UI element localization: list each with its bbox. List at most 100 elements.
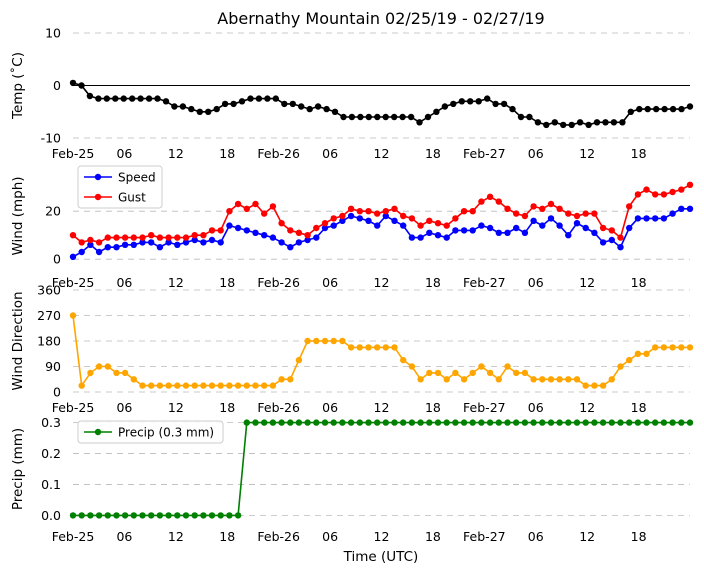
wind-xtick-label: Feb-26 (257, 275, 300, 290)
temp-data-point (391, 113, 398, 121)
direction-data-point (104, 363, 112, 370)
precip-data-point (139, 512, 146, 519)
precip-data-point (634, 419, 642, 426)
wind-data-point (243, 205, 250, 212)
temp-data-point (560, 121, 567, 129)
precip-data-point (408, 419, 416, 426)
direction-data-point (634, 350, 642, 357)
wind-data-point (208, 227, 216, 234)
wind-data-point (287, 227, 294, 234)
wind-ytick-label: 0 (53, 252, 61, 267)
direction-data-point (617, 363, 624, 370)
direction-xtick-label: 12 (579, 400, 595, 415)
precip-data-point (486, 419, 494, 426)
precip-data-point (608, 419, 615, 426)
wind-data-point (443, 234, 450, 241)
direction-ytick-label: 0 (53, 385, 61, 400)
direction-xtick-label: 12 (374, 400, 390, 415)
wind-data-point (513, 224, 520, 232)
wind-data-point (530, 203, 537, 210)
wind-data-point (287, 244, 294, 251)
wind-data-point (565, 210, 572, 217)
temp-data-point (678, 105, 685, 113)
wind-data-point (121, 241, 129, 248)
direction-data-point (469, 369, 476, 377)
wind-panel: 0 20 Wind (mph) Feb-25 06 12 18 Feb-26 06 12 18 Feb… (10, 165, 694, 290)
wind-data-point (69, 232, 77, 239)
precip-xtick-label: Feb-27 (463, 529, 506, 544)
temp-data-point (348, 113, 356, 121)
wind-data-point (95, 248, 103, 256)
precip-data-point (95, 512, 103, 519)
temp-data-point (653, 105, 660, 113)
direction-data-point (478, 363, 485, 370)
wind-data-point (95, 239, 103, 246)
direction-data-point (382, 344, 389, 351)
wind-xtick-label: 06 (116, 275, 132, 290)
precip-data-point (478, 419, 485, 426)
direction-y-axis-label: Wind Direction (10, 291, 26, 390)
precip-data-point (295, 419, 303, 426)
direction-data-point (191, 382, 198, 389)
wind-data-point (417, 234, 424, 241)
precip-data-point (626, 419, 633, 426)
wind-data-point (330, 222, 337, 229)
wind-legend-label: Gust (118, 191, 146, 205)
wind-data-point (504, 205, 511, 212)
direction-data-point (599, 382, 607, 389)
precip-data-point (556, 419, 563, 426)
temp-data-point (162, 98, 170, 105)
precip-data-point (391, 419, 398, 426)
wind-data-point (182, 239, 190, 246)
precip-data-point (217, 512, 224, 519)
direction-data-point (95, 363, 103, 370)
wind-data-point (417, 222, 424, 229)
precip-data-point (660, 419, 668, 426)
temp-xtick-label: Feb-25 (52, 146, 95, 161)
wind-data-point (547, 215, 555, 222)
precip-xtick-label: 12 (374, 529, 390, 544)
precip-data-point (573, 419, 581, 426)
wind-data-point (69, 253, 77, 260)
wind-data-point (226, 222, 233, 229)
temp-data-point (568, 121, 575, 129)
direction-xtick-label: 12 (168, 400, 184, 415)
wind-data-point (269, 203, 277, 210)
wind-data-point (547, 200, 555, 208)
wind-data-point (452, 227, 459, 234)
wind-xtick-label: 18 (631, 275, 647, 290)
wind-data-point (660, 191, 668, 198)
wind-data-point (573, 220, 581, 227)
temp-data-point (69, 79, 77, 87)
temp-data-point (103, 95, 111, 102)
temp-data-point (619, 119, 626, 126)
wind-data-point (539, 205, 546, 212)
wind-data-point (452, 215, 459, 222)
precip-panel: 0.0 0.1 0.2 0.3 Precip (mm) Feb-25 06 12 18 Feb-2… (10, 415, 694, 544)
temp-data-point (289, 100, 296, 108)
direction-data-point (252, 382, 259, 389)
direction-data-point (156, 382, 164, 389)
temp-ytick-label: -10 (41, 131, 61, 146)
wind-data-point (217, 227, 224, 234)
wind-data-point (87, 241, 94, 248)
direction-data-point (208, 382, 216, 389)
precip-data-point (469, 419, 476, 426)
temp-data-point (509, 105, 516, 113)
precip-data-point (599, 419, 607, 426)
wind-data-point (339, 212, 346, 220)
wind-data-point (356, 208, 363, 215)
direction-data-point (182, 382, 190, 389)
temp-data-point (450, 100, 457, 108)
temp-ytick-label: 10 (45, 26, 61, 41)
wind-data-point (565, 232, 572, 239)
wind-data-point (330, 215, 337, 222)
wind-data-point (295, 239, 303, 246)
wind-data-point (460, 208, 468, 215)
wind-data-point (191, 232, 198, 239)
wind-data-point (434, 220, 442, 227)
wind-data-point (617, 244, 624, 251)
precip-xtick-label: Feb-25 (52, 529, 95, 544)
temp-data-point (129, 95, 136, 102)
